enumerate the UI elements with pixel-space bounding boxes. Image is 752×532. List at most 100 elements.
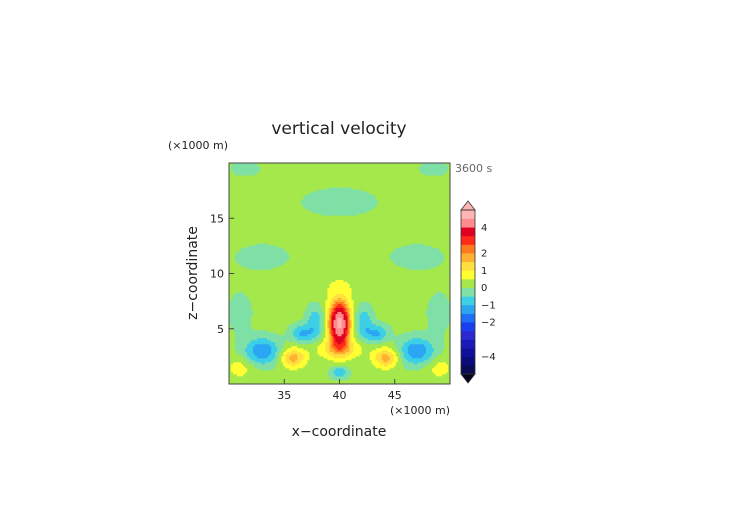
field-cell: [445, 349, 449, 353]
field-cell: [311, 309, 314, 313]
field-cell: [389, 307, 393, 311]
field-cell: [313, 367, 316, 371]
field-cell: [251, 353, 254, 357]
field-cell: [303, 291, 306, 294]
field-cell: [397, 315, 401, 319]
field-cell: [357, 347, 360, 351]
field-cell: [339, 319, 342, 323]
field-cell: [341, 377, 344, 381]
field-cell: [235, 303, 238, 307]
field-cell: [429, 321, 433, 325]
field-cell: [327, 309, 330, 313]
field-cell: [305, 295, 308, 299]
field-cell: [445, 347, 449, 351]
field-cell: [245, 369, 248, 373]
field-cell: [403, 351, 407, 355]
field-cell: [313, 303, 316, 307]
field-cell: [371, 357, 375, 361]
field-cell: [345, 345, 348, 349]
field-cell: [333, 299, 336, 303]
field-cell: [413, 381, 417, 385]
field-cell: [285, 361, 288, 365]
field-cell: [355, 321, 358, 325]
field-cell: [389, 313, 393, 317]
field-cell: [393, 301, 397, 305]
field-cell: [235, 367, 238, 371]
field-cell: [291, 307, 294, 311]
field-cell: [251, 301, 254, 305]
field-cell: [427, 327, 431, 331]
field-cell: [355, 375, 358, 379]
field-cell: [243, 345, 246, 349]
field-cell: [377, 299, 381, 303]
field-cell: [355, 303, 358, 307]
field-cell: [281, 349, 284, 353]
field-cell: [315, 373, 318, 377]
field-cell: [429, 363, 433, 367]
field-cell: [379, 329, 383, 333]
field-cell: [353, 335, 356, 339]
field-cell: [393, 371, 397, 375]
field-cell: [249, 299, 252, 303]
field-cell: [399, 327, 403, 331]
field-cell: [329, 307, 332, 311]
field-cell: [253, 337, 256, 341]
field-cell: [441, 353, 445, 357]
field-cell: [321, 345, 324, 349]
field-cell: [347, 297, 350, 301]
field-cell: [419, 359, 423, 363]
field-cell: [331, 359, 334, 363]
field-cell: [421, 333, 425, 337]
field-cell: [319, 373, 322, 377]
field-cell: [319, 371, 322, 375]
field-cell: [391, 361, 395, 365]
field-cell: [229, 359, 232, 363]
field-cell: [347, 381, 350, 385]
field-cell: [301, 337, 304, 341]
field-cell: [421, 295, 425, 299]
field-cell: [345, 381, 348, 385]
field-cell: [335, 365, 338, 369]
field-cell: [381, 327, 385, 331]
field-cell: [343, 321, 346, 325]
field-cell: [403, 325, 407, 329]
field-cell: [229, 371, 232, 375]
field-cell: [379, 307, 383, 311]
field-cell: [289, 359, 292, 363]
field-cell: [389, 371, 393, 375]
field-cell: [379, 351, 383, 355]
field-cell: [241, 337, 244, 341]
field-cell: [371, 303, 375, 307]
field-cell: [335, 295, 338, 299]
field-cell: [319, 343, 322, 347]
field-cell: [295, 325, 298, 329]
field-cell: [385, 371, 389, 375]
field-cell: [349, 367, 352, 371]
field-cell: [287, 363, 290, 367]
field-cell: [301, 357, 304, 361]
field-cell: [373, 369, 377, 373]
field-cell: [293, 317, 296, 321]
field-cell: [347, 363, 350, 367]
field-cell: [403, 379, 407, 383]
field-cell: [417, 307, 421, 311]
field-cell: [359, 309, 362, 313]
field-cell: [279, 333, 282, 337]
field-cell: [395, 325, 399, 329]
field-cell: [417, 301, 421, 305]
field-cell: [433, 293, 437, 296]
field-cell: [315, 329, 318, 333]
field-cell: [247, 327, 250, 331]
field-cell: [295, 343, 298, 347]
field-cell: [405, 333, 409, 337]
field-cell: [293, 307, 296, 311]
field-cell: [421, 293, 425, 296]
field-cell: [403, 307, 407, 311]
field-cell: [383, 351, 387, 355]
field-cell: [253, 301, 256, 305]
field-cell: [383, 375, 387, 379]
field-cell: [229, 341, 232, 345]
field-cell: [285, 305, 288, 309]
field-cell: [315, 305, 318, 309]
field-cell: [297, 345, 300, 349]
